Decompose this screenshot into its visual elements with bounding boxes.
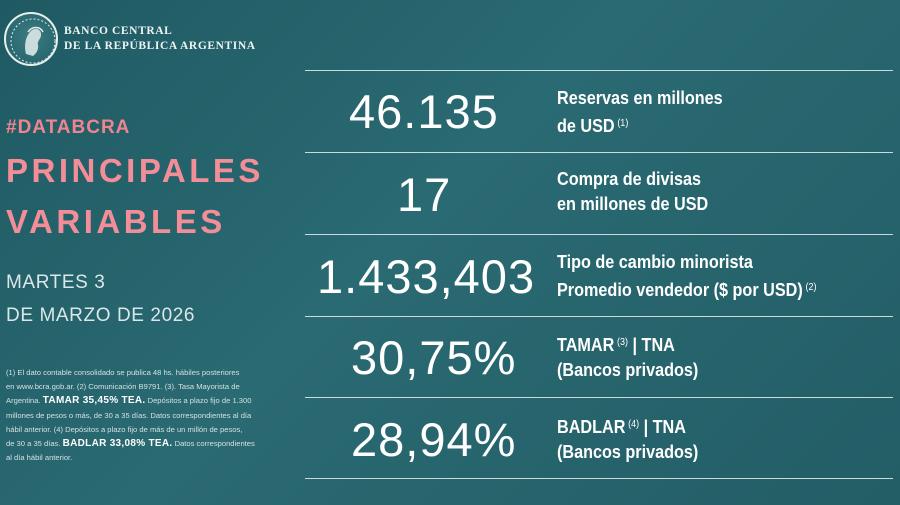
- variable-value: 30,75%: [351, 331, 517, 384]
- bcra-logo: BANCO CENTRAL DE LA REPÚBLICA ARGENTINA: [4, 12, 256, 66]
- variable-row-tamar: 30,75% TAMAR (3) | TNA (Bancos privados): [305, 316, 893, 397]
- variable-row-tipo-cambio: 1.433,403 Tipo de cambio minorista Prome…: [305, 234, 893, 316]
- variable-value: 17: [397, 168, 452, 221]
- variable-value: 46.135: [349, 85, 499, 138]
- variable-value: 1.433,403: [317, 250, 536, 303]
- bcra-seal-icon: [4, 12, 58, 66]
- variable-row-badlar: 28,94% BADLAR (4) | TNA (Bancos privados): [305, 397, 893, 479]
- variable-label: BADLAR (4) | TNA (Bancos privados): [557, 417, 699, 462]
- variable-label: Compra de divisas en millones de USD: [557, 169, 709, 214]
- footnotes: (1) El dato contable consolidado se publ…: [6, 368, 255, 463]
- date-line1: MARTES 3: [6, 272, 106, 293]
- bank-name-line2: DE LA REPÚBLICA ARGENTINA: [64, 40, 256, 52]
- variable-label: Tipo de cambio minorista Promedio vended…: [557, 252, 817, 300]
- bank-name-line1: BANCO CENTRAL: [64, 25, 173, 37]
- page-title-line2: VARIABLES: [6, 203, 226, 240]
- variable-value: 28,94%: [351, 413, 517, 466]
- variable-row-reservas: 46.135 Reservas en millones de USD (1): [305, 70, 893, 152]
- bank-name: BANCO CENTRAL DE LA REPÚBLICA ARGENTINA: [64, 24, 256, 54]
- page-title-line1: PRINCIPALES: [6, 152, 264, 189]
- date-line2: DE MARZO DE 2026: [6, 305, 196, 326]
- hashtag: #DATABCRA: [6, 117, 131, 138]
- variable-label: Reservas en millones de USD (1): [557, 88, 723, 136]
- variable-row-compra-divisas: 17 Compra de divisas en millones de USD: [305, 152, 893, 234]
- variable-label: TAMAR (3) | TNA (Bancos privados): [557, 335, 699, 380]
